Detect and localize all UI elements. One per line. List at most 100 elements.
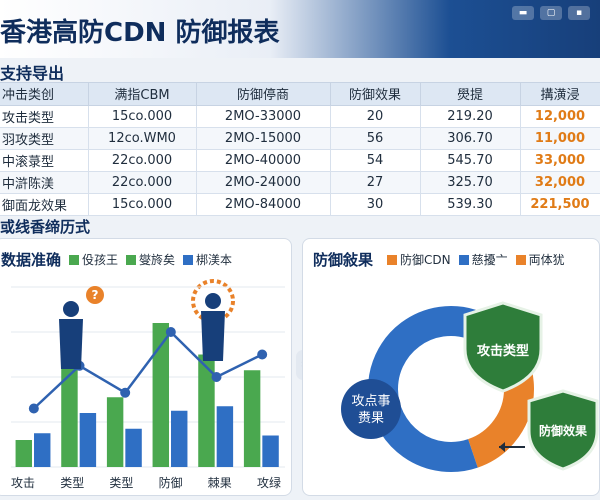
cell: 2MO-33000: [196, 105, 331, 128]
center-label-line1: 攻点事: [351, 394, 390, 409]
donut-chart-legend: 防御CDN 慈擾亠 両体犹: [387, 251, 565, 268]
line-point: [165, 327, 176, 337]
cell: 15co.000: [88, 105, 197, 128]
col-header[interactable]: 防御停商: [196, 83, 331, 106]
legend-item[interactable]: 防御CDN: [387, 251, 451, 268]
bar-blue: [34, 433, 51, 467]
x-tick-label: 棘果: [207, 476, 232, 490]
table-row[interactable]: 御面龙效果 15co.000 2MO-84000 30 539.30 221,5…: [0, 193, 600, 216]
cell: 56: [330, 127, 421, 150]
close-icon[interactable]: ▪: [568, 6, 590, 20]
legend-swatch: [387, 254, 397, 265]
donut-chart-svg: 攻点事 赉果 攻击类型 防御效果: [341, 301, 599, 472]
legend-item[interactable]: 両体犹: [515, 251, 565, 268]
col-header[interactable]: 燢提: [420, 83, 521, 106]
col-header[interactable]: 搆潢浸: [520, 83, 600, 106]
bar-blue: [216, 406, 234, 467]
chart-section-title: 或线香缔历式: [0, 218, 91, 236]
cell: 15co.000: [88, 193, 197, 216]
bar-blue: [171, 410, 188, 467]
bar-green: [106, 397, 124, 467]
shield-bottom-label: 防御效果: [539, 423, 587, 438]
legend-label: 慈擾亠: [471, 253, 508, 267]
legend-swatch: [69, 254, 79, 265]
table-row[interactable]: 中滸陈渼 22co.000 2MO-24000 27 325.70 32,000: [0, 171, 600, 194]
table-header-row: 冲击类创 满指CBM 防御停商 防御效果 燢提 搆潢浸: [0, 83, 600, 106]
maximize-icon[interactable]: ▢: [540, 6, 562, 20]
shield-icon: [527, 389, 599, 471]
bar-green: [152, 323, 170, 467]
question-icon: [86, 286, 104, 304]
legend-swatch: [458, 254, 469, 265]
cell: 12co.WM0: [88, 127, 197, 150]
cell: 22co.000: [88, 171, 197, 194]
question-mark-icon: ?: [92, 288, 99, 302]
legend-item[interactable]: 梆渼本: [183, 251, 232, 268]
person-icon-head: [63, 301, 79, 317]
person-icon-body: [201, 311, 225, 361]
legend-swatch: [183, 254, 194, 265]
minimize-icon[interactable]: ▬: [512, 6, 534, 20]
bar-chart-svg: ?: [11, 279, 285, 468]
cell: 33,000: [520, 149, 600, 172]
shield-top-label: 攻击类型: [477, 343, 529, 359]
bar-chart-panel: 数据准确 伇孩王 燮旍矣 梆渼本 ? 攻击 类型 类型 防御 棘果 攻绿: [0, 238, 292, 496]
person-icon-head: [205, 293, 221, 309]
col-header[interactable]: 满指CBM: [88, 83, 197, 106]
cell: 御面龙效果: [0, 193, 89, 216]
export-section-title: 支持导出: [0, 64, 65, 83]
bar-blue: [262, 435, 279, 467]
bar-chart-legend: 伇孩王 燮旍矣 梆渼本: [69, 251, 232, 268]
cell: 11,000: [520, 127, 600, 150]
legend-item[interactable]: 伇孩王: [69, 251, 118, 268]
legend-label: 防御CDN: [400, 253, 451, 267]
cell: 539.30: [420, 193, 521, 216]
center-bubble: [341, 379, 401, 439]
cell: 2MO-15000: [196, 127, 331, 150]
cell: 2MO-24000: [196, 171, 331, 194]
shield-icon: [463, 301, 543, 393]
page-title: 香港高防CDN 防御报表: [0, 18, 280, 48]
cell: 2MO-84000: [196, 193, 331, 216]
line-point: [120, 387, 131, 398]
legend-label: 燮旍矣: [139, 253, 176, 267]
line-point: [257, 349, 268, 360]
legend-item[interactable]: 慈擾亠: [458, 251, 508, 268]
cell: 219.20: [420, 105, 521, 128]
line-point: [28, 403, 39, 414]
series-line: [32, 330, 263, 410]
cell: 32,000: [520, 171, 600, 194]
x-tick-label: 攻击: [11, 476, 36, 490]
donut-chart-title: 防御敍果: [313, 251, 374, 269]
line-point: [211, 372, 222, 382]
bar-green: [243, 370, 261, 467]
legend-label: 両体犹: [528, 253, 565, 267]
legend-swatch: [126, 254, 137, 265]
cell: 325.70: [420, 171, 521, 194]
cell: 羽攻类型: [0, 127, 89, 150]
table-row[interactable]: 攻击类型 15co.000 2MO-33000 20 219.20 12,000: [0, 105, 600, 128]
cell: 545.70: [420, 149, 521, 172]
report-table: 冲击类创 满指CBM 防御停商 防御效果 燢提 搆潢浸 攻击类型 15co.00…: [0, 82, 600, 216]
cell: 306.70: [420, 127, 521, 150]
cell: 2MO-40000: [196, 149, 331, 172]
bar-blue: [79, 413, 97, 467]
legend-item[interactable]: 燮旍矣: [126, 251, 175, 268]
col-header[interactable]: 防御效果: [330, 83, 421, 106]
person-icon-body: [59, 319, 83, 369]
cell: 12,000: [520, 105, 600, 128]
bar-green: [198, 354, 215, 467]
x-axis-labels: 攻击 类型 类型 防御 棘果 攻绿: [11, 474, 281, 491]
bar-chart-title: 数据准确: [1, 251, 62, 269]
arrow-head-icon: [499, 442, 505, 452]
cell: 攻击类型: [0, 105, 89, 128]
bar-blue: [125, 428, 142, 467]
legend-label: 梆渼本: [196, 253, 233, 267]
bar-green: [61, 363, 78, 467]
table-row[interactable]: 中滚菉型 22co.000 2MO-40000 54 545.70 33,000: [0, 149, 600, 172]
donut-slice: [368, 306, 478, 472]
cell: 221,500: [520, 193, 600, 216]
table-row[interactable]: 羽攻类型 12co.WM0 2MO-15000 56 306.70 11,000: [0, 127, 600, 150]
center-label-line2: 赉果: [358, 411, 384, 426]
col-header[interactable]: 冲击类创: [0, 83, 89, 106]
